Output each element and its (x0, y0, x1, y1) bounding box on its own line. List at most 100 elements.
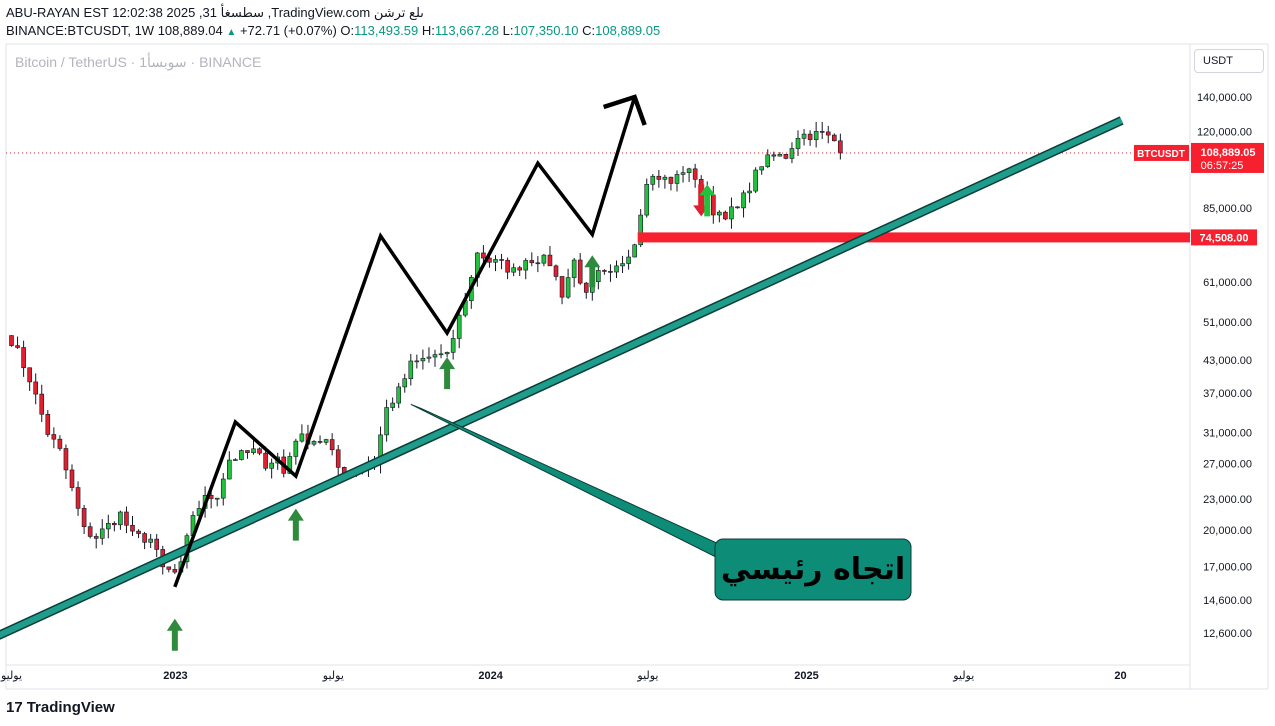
callout-box (714, 538, 912, 601)
candle-body (33, 381, 39, 395)
time-tick-label: 2023 (163, 670, 187, 682)
candle-body (456, 314, 462, 339)
arrow-up-right-icon (602, 94, 647, 126)
candle-body (57, 438, 63, 449)
candle-body (414, 360, 420, 363)
candle-body (771, 154, 777, 157)
price-tick-label: 20,000.00 (1203, 525, 1252, 537)
close-label: C: (582, 23, 596, 38)
tradingview-brand[interactable]: 17 TradingView (6, 699, 115, 716)
candle-body (632, 244, 637, 258)
currency-button[interactable]: USDT (1194, 49, 1264, 73)
candle-body (426, 356, 432, 359)
brand-name: TradingView (26, 699, 115, 716)
candle-body (511, 267, 516, 273)
open-value: 113,493.59 (354, 23, 419, 38)
time-tick-label: 20 (1114, 670, 1126, 682)
candle-body (692, 168, 698, 180)
support-price-badge (1191, 229, 1257, 246)
price-tick-label: 27,000.00 (1203, 458, 1252, 470)
support-zone (637, 232, 1190, 243)
candle-body (735, 206, 740, 209)
last-price-badge (1191, 142, 1264, 173)
candle-body (269, 462, 274, 469)
time-tick-label: 2024 (478, 670, 503, 682)
candle-body (831, 134, 837, 142)
up-arrow-icon (166, 618, 183, 651)
callout-pointer (410, 403, 732, 558)
candle-body (620, 263, 625, 267)
candle-body (825, 131, 831, 136)
candle-body (9, 335, 14, 346)
candle-body (27, 367, 32, 383)
price-axis[interactable]: 140,000.00 120,000.00 85,000.00 61,000.00 51… (1197, 92, 1252, 640)
candle-body (124, 511, 129, 526)
candle-body (680, 172, 686, 175)
candle-body (233, 459, 238, 461)
candle-body (51, 434, 57, 440)
candle-body (444, 352, 450, 355)
candle-body (299, 433, 305, 442)
candle-body (148, 538, 153, 543)
candle-body (565, 277, 571, 298)
candle-body (608, 271, 613, 273)
candle-body (136, 530, 141, 534)
up-arrow-icon (699, 184, 716, 217)
candle-body (245, 450, 250, 453)
candle-body (650, 175, 656, 185)
candle-body (311, 441, 317, 445)
symbol-tag-label: BTCUSDT (1137, 149, 1185, 160)
candle-body (795, 138, 801, 149)
symbol-name[interactable]: BINANCE:BTCUSDT, 1W (6, 23, 155, 38)
time-axis[interactable]: يوليو 2023 يوليو 2024 يوليو 2025 يوليو 20 (0, 670, 1127, 682)
candle-body (553, 265, 559, 277)
candle-body (287, 456, 293, 474)
price-tick-label: 37,000.00 (1203, 388, 1252, 400)
up-arrow-icon (439, 357, 456, 390)
time-tick-label: يوليو (952, 670, 974, 682)
last-price-label: 108,889.05 (1200, 147, 1255, 159)
candle-body (329, 439, 335, 451)
candle-body (686, 168, 692, 173)
candle-body (765, 154, 771, 167)
candle-body (112, 523, 117, 526)
candle-body (819, 131, 825, 133)
candle-body (535, 262, 541, 265)
candle-body (813, 131, 819, 140)
candle-body (99, 528, 105, 539)
candle-body (438, 353, 444, 356)
candle-body (596, 270, 601, 282)
up-triangle-icon: ▲ (226, 27, 237, 38)
price-tick-label: 31,000.00 (1203, 428, 1252, 440)
symbol-watermark: Bitcoin / TetherUS · 1سوبسأ · BINANCE (15, 54, 262, 70)
candle-body (106, 523, 111, 530)
candle-body (602, 270, 607, 272)
candle-body (239, 450, 244, 460)
candle-body (45, 413, 51, 435)
candle-body (481, 252, 486, 259)
candle-body (759, 166, 765, 171)
candle-body (396, 386, 402, 404)
candle-body (668, 176, 674, 184)
candle-body (323, 439, 329, 443)
candle-body (408, 360, 414, 379)
candle-body (583, 282, 589, 293)
candle-body (741, 192, 746, 209)
candle-body (75, 487, 81, 509)
last-price: 108,889.04 (157, 23, 223, 38)
price-tick-label: 85,000.00 (1203, 203, 1252, 215)
candle-body (571, 259, 577, 278)
candle-body (710, 194, 716, 216)
price-tick-label: 17,000.00 (1203, 561, 1252, 573)
candle-body (789, 148, 795, 159)
candle-body (93, 536, 99, 539)
candle-body (783, 154, 789, 159)
candle-body (166, 566, 172, 570)
candle-body (577, 259, 583, 284)
price-change: +72.71 (+0.07%) (239, 23, 337, 38)
price-tick-label: 51,000.00 (1203, 317, 1252, 329)
close-value: 108,889.05 (595, 23, 661, 38)
candle-body (638, 214, 644, 246)
